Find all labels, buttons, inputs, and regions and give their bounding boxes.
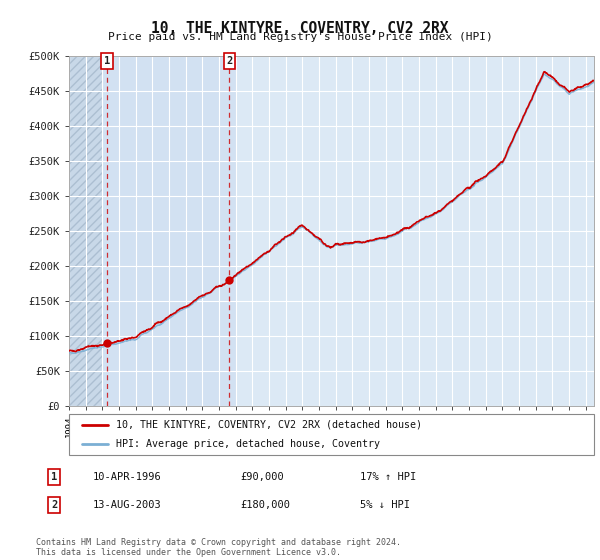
Bar — [69, 56, 103, 406]
Text: 2: 2 — [226, 56, 232, 66]
Bar — [69, 56, 103, 406]
Text: 17% ↑ HPI: 17% ↑ HPI — [360, 472, 416, 482]
Text: 10, THE KINTYRE, COVENTRY, CV2 2RX: 10, THE KINTYRE, COVENTRY, CV2 2RX — [151, 21, 449, 36]
Text: 5% ↓ HPI: 5% ↓ HPI — [360, 500, 410, 510]
Text: 2: 2 — [51, 500, 57, 510]
Text: 10-APR-1996: 10-APR-1996 — [93, 472, 162, 482]
Text: 13-AUG-2003: 13-AUG-2003 — [93, 500, 162, 510]
Bar — [103, 56, 236, 406]
Text: Price paid vs. HM Land Registry's House Price Index (HPI): Price paid vs. HM Land Registry's House … — [107, 32, 493, 43]
Text: 1: 1 — [51, 472, 57, 482]
Text: Contains HM Land Registry data © Crown copyright and database right 2024.
This d: Contains HM Land Registry data © Crown c… — [36, 538, 401, 557]
Text: £180,000: £180,000 — [240, 500, 290, 510]
Text: HPI: Average price, detached house, Coventry: HPI: Average price, detached house, Cove… — [116, 439, 380, 449]
Text: £90,000: £90,000 — [240, 472, 284, 482]
FancyBboxPatch shape — [69, 414, 594, 455]
Text: 10, THE KINTYRE, COVENTRY, CV2 2RX (detached house): 10, THE KINTYRE, COVENTRY, CV2 2RX (deta… — [116, 420, 422, 430]
Text: 1: 1 — [104, 56, 110, 66]
